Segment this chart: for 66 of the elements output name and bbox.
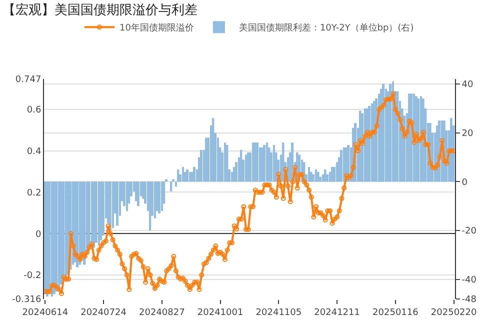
x-tick-label: 20241001 xyxy=(197,308,244,318)
bar xyxy=(177,169,180,182)
bar xyxy=(308,167,310,182)
bar xyxy=(224,142,226,182)
y-tick-label: -0.316 xyxy=(12,295,42,306)
bar xyxy=(317,172,320,182)
bar xyxy=(51,182,54,297)
bar xyxy=(205,138,208,182)
bar xyxy=(200,150,202,182)
bar xyxy=(273,145,275,182)
bar xyxy=(109,182,112,231)
y2-tick-label: 0 xyxy=(462,178,468,188)
y2-tick-label: -40 xyxy=(462,276,477,286)
bar xyxy=(420,96,422,182)
bar xyxy=(324,169,326,182)
chart-title: 【宏观】美国国债期限溢价与利差 xyxy=(2,2,198,18)
bar xyxy=(175,182,177,187)
bar xyxy=(189,172,191,182)
legend-label: 10年国债期限溢价 xyxy=(120,22,194,34)
bar xyxy=(161,182,163,211)
bar xyxy=(371,103,373,182)
bar xyxy=(245,154,247,182)
bar xyxy=(116,182,118,226)
y-tick-label: 0.6 xyxy=(26,106,42,116)
y2-tick-label: 20 xyxy=(462,128,474,139)
bar xyxy=(343,147,345,182)
y2-tick-label: 40 xyxy=(462,80,474,90)
bar xyxy=(340,150,343,182)
bar xyxy=(170,182,172,192)
y-tick-label: 0.2 xyxy=(26,188,42,198)
y-tick-label: 0.4 xyxy=(26,146,42,157)
legend-label: 美国国债期限利差：10Y-2Y（单位bp）(右) xyxy=(238,22,414,34)
bar xyxy=(137,182,140,206)
x-tick-label: 20241211 xyxy=(314,308,360,318)
y-tick-label: 0.747 xyxy=(15,75,42,86)
bar xyxy=(193,167,196,182)
bar xyxy=(172,179,174,182)
bar xyxy=(226,145,228,182)
bar xyxy=(165,179,168,182)
x-tick-label: 20240827 xyxy=(139,308,185,318)
bar xyxy=(98,182,100,246)
bar xyxy=(186,169,188,182)
bar xyxy=(149,182,152,231)
x-tick-label: 20241105 xyxy=(256,308,302,318)
x-tick-label: 20250220 xyxy=(430,308,478,318)
bar xyxy=(112,182,114,228)
bar xyxy=(266,142,268,182)
bar xyxy=(263,145,266,182)
y-tick-label: -0.2 xyxy=(24,271,42,282)
bar xyxy=(65,182,68,282)
y2-tick-label: -48 xyxy=(462,295,477,306)
bar xyxy=(256,142,259,182)
y-tick-label: 0 xyxy=(35,230,42,240)
bar xyxy=(182,167,184,182)
bar xyxy=(44,182,46,294)
bar xyxy=(58,182,60,290)
bar xyxy=(158,182,160,214)
bar xyxy=(126,182,128,211)
x-tick-label: 20250116 xyxy=(372,308,419,318)
x-tick-label: 20240614 xyxy=(22,308,68,318)
bar xyxy=(240,150,242,182)
bar xyxy=(315,169,317,182)
bar xyxy=(252,142,254,182)
x-tick-label: 20240724 xyxy=(80,308,127,318)
bar xyxy=(154,182,156,218)
y2-tick-label: -20 xyxy=(462,226,477,237)
